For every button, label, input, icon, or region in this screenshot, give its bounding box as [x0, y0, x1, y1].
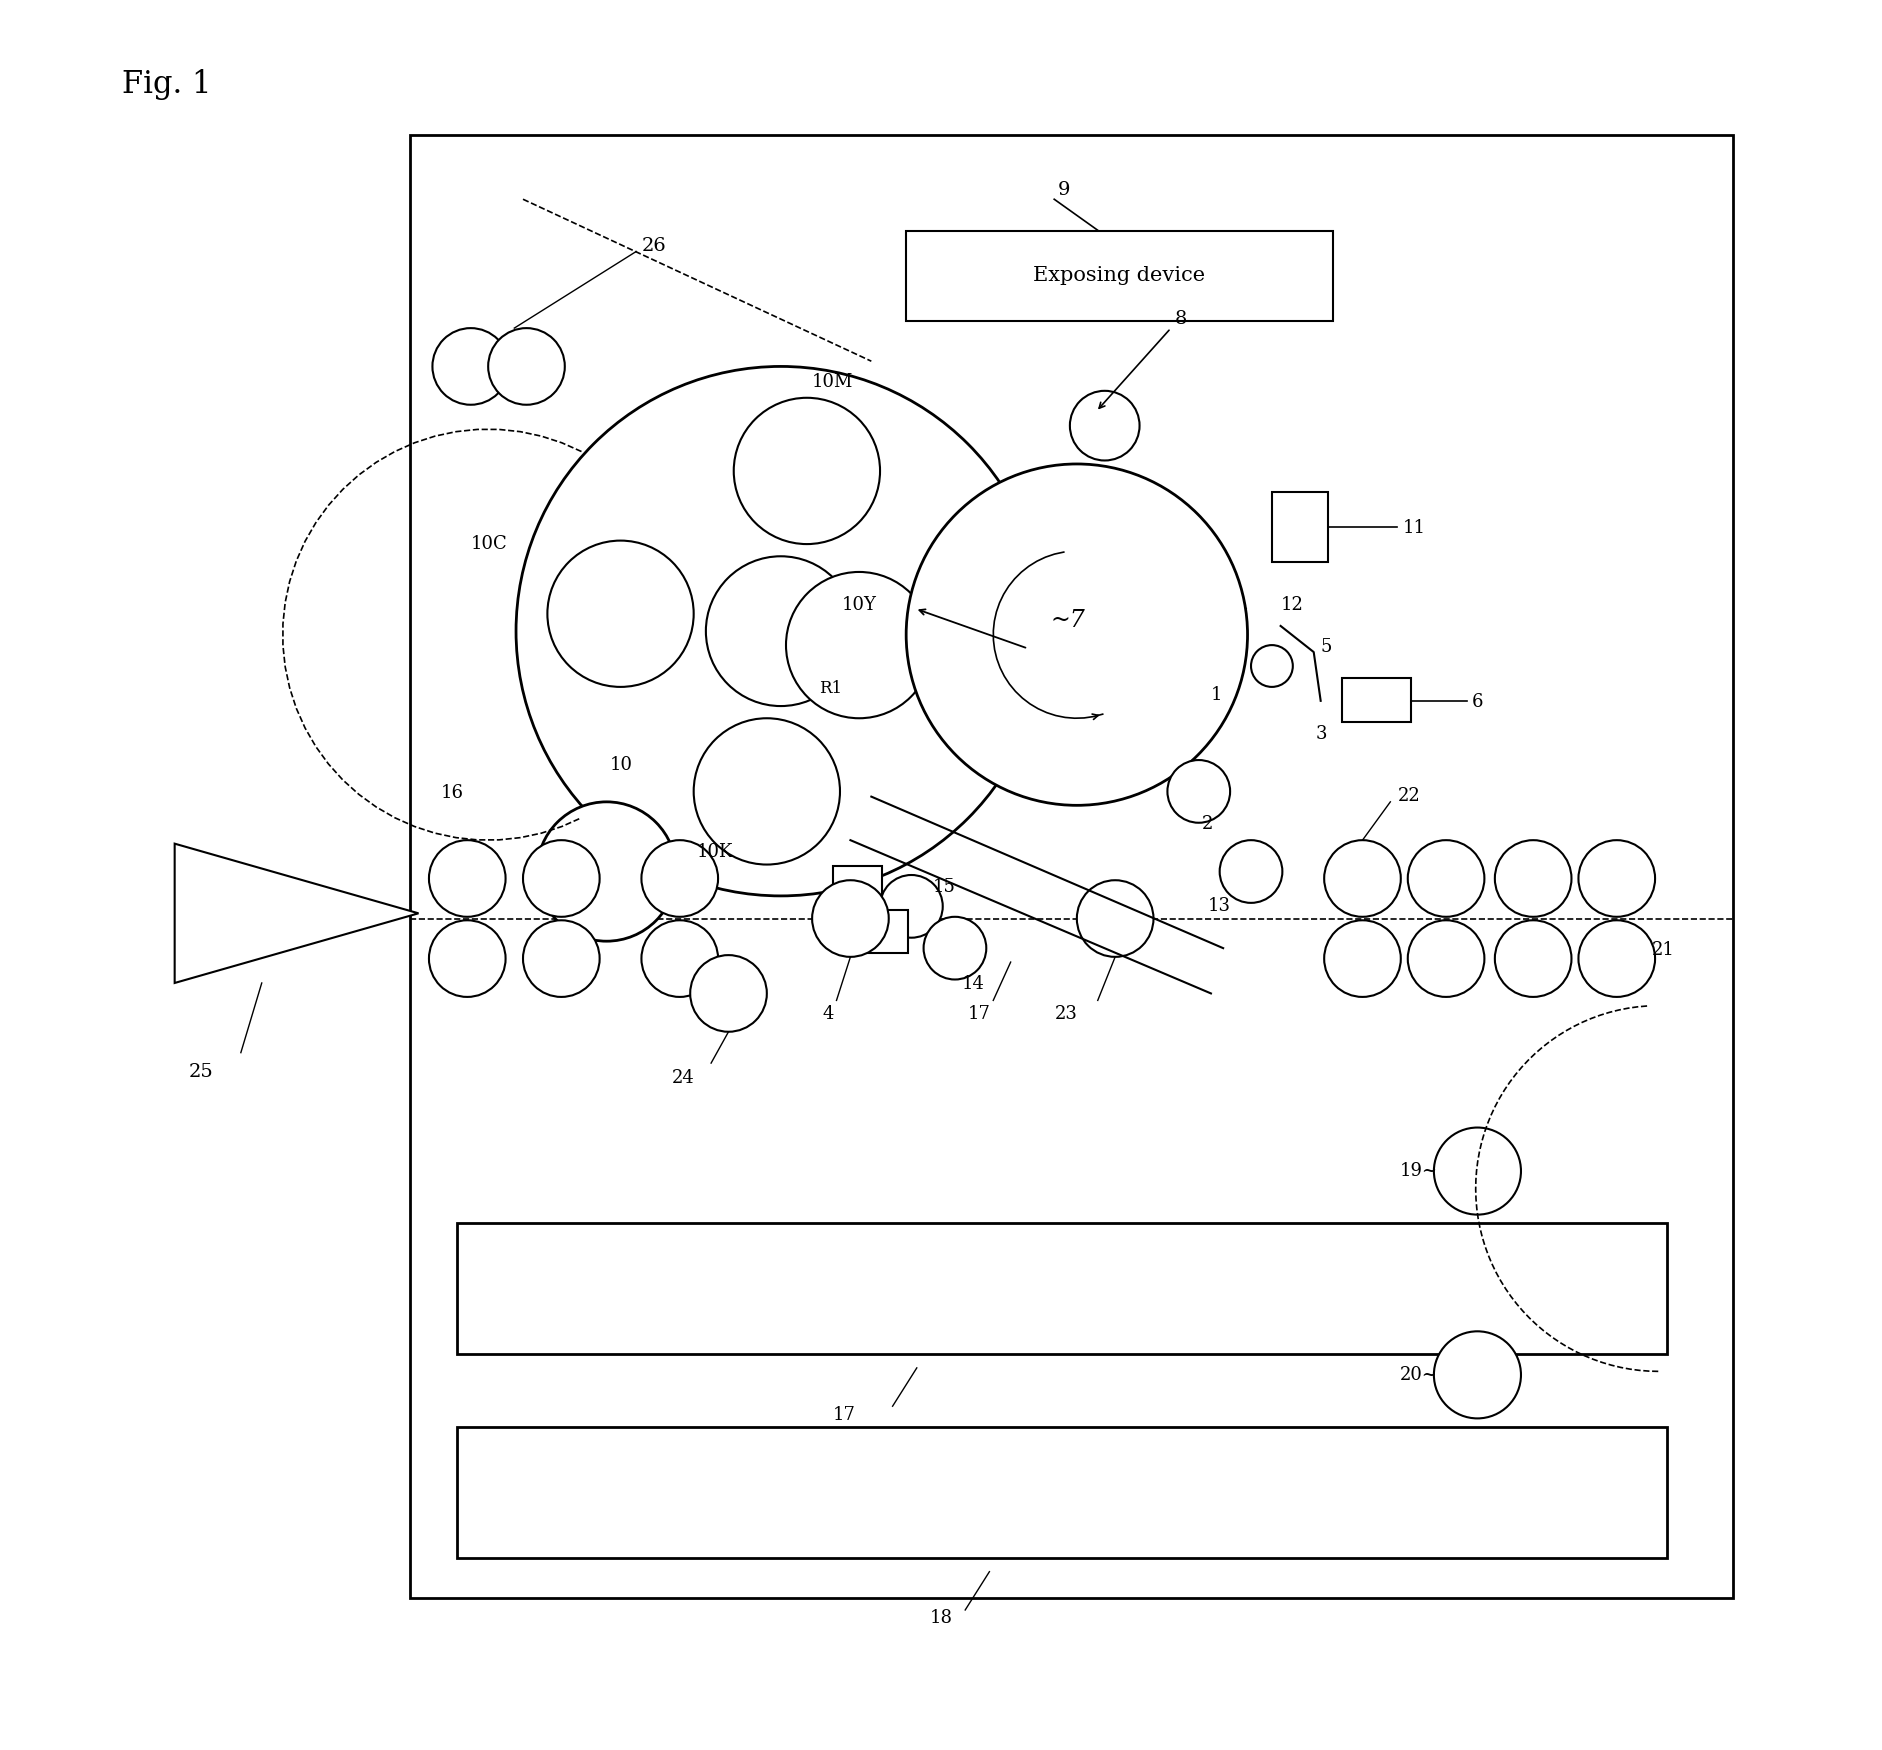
Circle shape	[642, 920, 719, 997]
Text: 3: 3	[1316, 724, 1327, 742]
Text: 25: 25	[188, 1062, 213, 1080]
Bar	[834, 866, 883, 915]
Text: 11: 11	[1402, 520, 1425, 537]
Text: 13: 13	[1208, 898, 1231, 915]
Text: 23: 23	[1056, 1004, 1078, 1024]
Text: 22: 22	[1396, 788, 1421, 805]
Text: 10K: 10K	[696, 844, 734, 861]
Circle shape	[523, 920, 600, 997]
Text: 9: 9	[1058, 182, 1071, 200]
Text: 10M: 10M	[813, 373, 854, 390]
Circle shape	[1434, 1332, 1521, 1419]
Circle shape	[1494, 920, 1571, 997]
Text: 2: 2	[1203, 816, 1214, 833]
Text: 21: 21	[1652, 940, 1675, 959]
Circle shape	[1220, 840, 1282, 903]
Text: 18: 18	[930, 1610, 952, 1628]
Circle shape	[429, 920, 506, 997]
Circle shape	[924, 917, 986, 980]
Bar	[457, 1426, 1667, 1558]
Circle shape	[706, 556, 856, 705]
Text: 19~: 19~	[1400, 1162, 1438, 1180]
Bar	[1342, 679, 1412, 721]
Circle shape	[905, 464, 1248, 805]
Text: 26: 26	[642, 236, 666, 256]
Circle shape	[1408, 920, 1485, 997]
Text: 14: 14	[962, 975, 984, 994]
Text: 6: 6	[1472, 693, 1483, 710]
Bar	[905, 231, 1332, 322]
Text: 10: 10	[610, 756, 632, 774]
Text: Fig. 1: Fig. 1	[122, 68, 213, 100]
Text: Exposing device: Exposing device	[1033, 266, 1206, 285]
Circle shape	[1325, 840, 1400, 917]
Circle shape	[516, 366, 1046, 896]
Circle shape	[787, 572, 932, 718]
Circle shape	[1325, 920, 1400, 997]
Circle shape	[642, 840, 719, 917]
Circle shape	[429, 840, 506, 917]
Circle shape	[1069, 390, 1139, 460]
Text: 17: 17	[832, 1405, 856, 1424]
Circle shape	[1434, 1127, 1521, 1214]
Circle shape	[1167, 760, 1231, 822]
Circle shape	[813, 880, 888, 957]
Circle shape	[536, 802, 676, 942]
Circle shape	[881, 875, 943, 938]
Text: 8: 8	[1174, 310, 1188, 327]
Text: 17: 17	[967, 1004, 990, 1024]
Circle shape	[548, 541, 694, 688]
Circle shape	[1408, 840, 1485, 917]
Text: R1: R1	[819, 681, 843, 696]
Text: 24: 24	[672, 1069, 694, 1087]
Circle shape	[1077, 880, 1154, 957]
Bar	[860, 910, 907, 954]
Bar	[1272, 492, 1327, 562]
Circle shape	[487, 327, 565, 404]
Circle shape	[523, 840, 600, 917]
Circle shape	[1579, 840, 1654, 917]
Polygon shape	[175, 844, 418, 984]
Text: 16: 16	[440, 784, 463, 802]
Text: 4: 4	[822, 1004, 834, 1024]
Text: 1: 1	[1210, 686, 1221, 704]
Circle shape	[691, 956, 766, 1032]
Text: 10C: 10C	[470, 536, 508, 553]
Text: 15: 15	[932, 878, 956, 896]
Circle shape	[1494, 840, 1571, 917]
Circle shape	[1579, 920, 1654, 997]
Text: 12: 12	[1280, 595, 1304, 614]
Circle shape	[734, 397, 881, 544]
Circle shape	[1252, 646, 1293, 688]
Bar	[457, 1223, 1667, 1354]
Text: 10Y: 10Y	[841, 595, 877, 614]
Bar	[410, 135, 1733, 1598]
Circle shape	[433, 327, 508, 404]
Text: 5: 5	[1321, 637, 1332, 656]
Text: ~7: ~7	[1050, 609, 1086, 632]
Text: 20~: 20~	[1400, 1365, 1438, 1384]
Circle shape	[694, 718, 839, 864]
